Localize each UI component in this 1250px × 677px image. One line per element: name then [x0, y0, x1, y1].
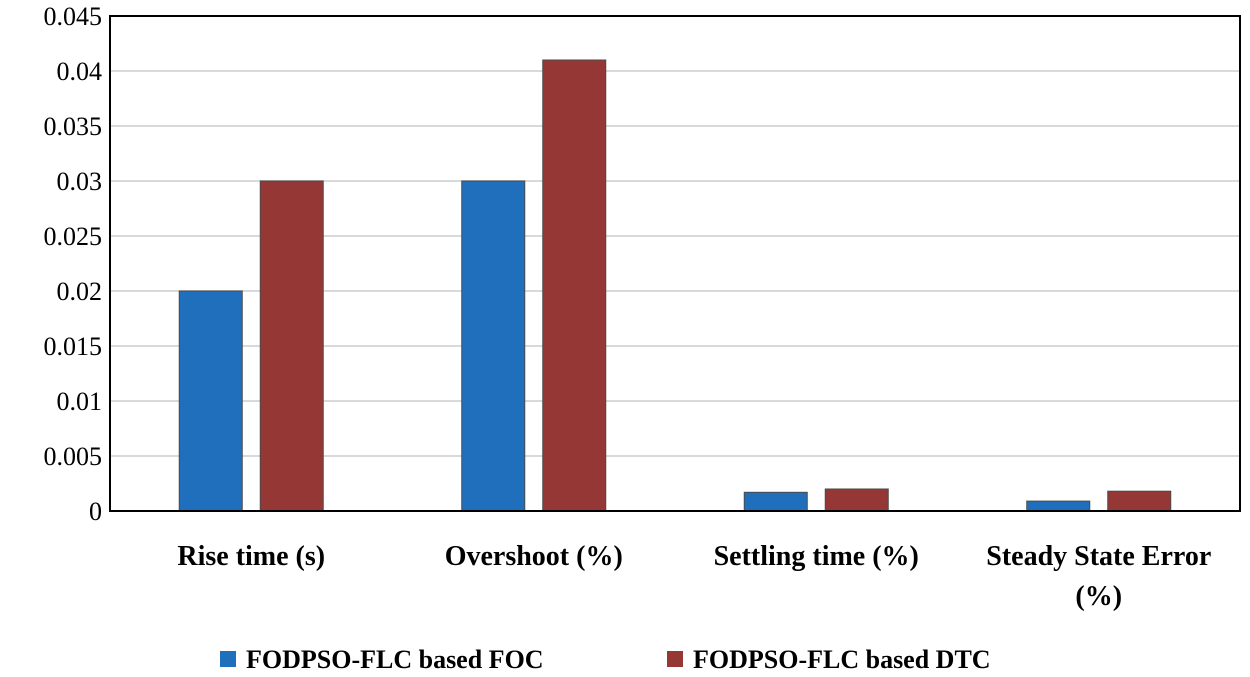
- x-category-label: Overshoot (%): [445, 541, 623, 572]
- y-tick-label: 0.04: [57, 57, 103, 86]
- bars: [178, 59, 1172, 512]
- legend-swatch: [220, 651, 236, 667]
- plot-frame: [109, 15, 1241, 512]
- x-category-label: Steady State Error: [986, 541, 1211, 572]
- category-labels: Rise time (s) Overshoot (%) Settling time …: [177, 541, 1211, 612]
- y-tick-label: 0.025: [44, 222, 103, 251]
- y-tick-label: 0.02: [57, 277, 103, 306]
- legend-swatch: [667, 651, 683, 667]
- legend: FODPSO-FLC based FOC FODPSO-FLC based DTC: [220, 645, 991, 674]
- x-category-label: Rise time (s): [177, 541, 325, 572]
- y-tick-label: 0.03: [57, 167, 103, 196]
- legend-label: FODPSO-FLC based FOC: [246, 645, 544, 674]
- bar-dtc-3: [1107, 490, 1172, 512]
- y-tick-label: 0.005: [44, 442, 103, 471]
- x-category-label: (%): [1075, 581, 1122, 612]
- bar-dtc-1: [542, 59, 607, 512]
- bar-foc-2: [743, 491, 808, 512]
- y-tick-label: 0.045: [44, 2, 103, 31]
- bar-foc-0: [178, 290, 243, 512]
- y-tick-label: 0.01: [57, 387, 103, 416]
- legend-label: FODPSO-FLC based DTC: [693, 645, 991, 674]
- bar-dtc-2: [824, 488, 889, 512]
- y-axis-ticks: 0 0.005 0.01 0.015 0.02 0.025 0.03 0.035 0.04 0.0…: [44, 2, 103, 526]
- x-category-label: Settling time (%): [714, 541, 919, 572]
- y-tick-label: 0.015: [44, 332, 103, 361]
- bar-foc-1: [461, 180, 526, 512]
- bar-dtc-0: [259, 180, 324, 512]
- y-tick-label: 0.035: [44, 112, 103, 141]
- y-tick-label: 0: [89, 497, 102, 526]
- bar-foc-3: [1026, 500, 1091, 512]
